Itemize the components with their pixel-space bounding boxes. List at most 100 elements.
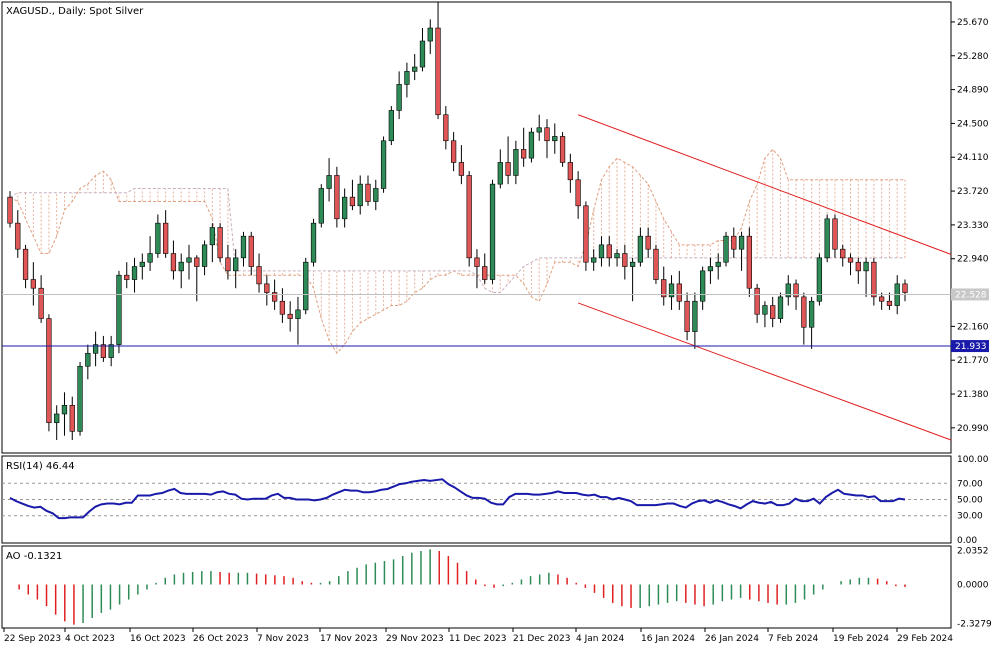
- bull-candle: [513, 149, 519, 176]
- rsi-line: [9, 478, 906, 520]
- price-tick-label: 22.160: [957, 322, 989, 332]
- bear-candle: [521, 149, 527, 159]
- bear-candle: [583, 205, 589, 263]
- ao-panel[interactable]: 2.0352 0.0000 -2.3279 AO -0.1321: [1, 545, 992, 629]
- bear-candle: [482, 266, 488, 280]
- time-tick-label: 7 Nov 2023: [257, 634, 309, 644]
- bear-candle: [170, 253, 177, 272]
- descending-channel[interactable]: [577, 114, 952, 441]
- senkou-span-a: [9, 148, 905, 355]
- bull-candle: [318, 188, 324, 224]
- bull-candle: [808, 300, 815, 328]
- price-tick-label: 24.110: [957, 153, 989, 163]
- senkou-span-b: [9, 187, 905, 294]
- time-tick-label: 29 Nov 2023: [386, 634, 444, 644]
- price-tick-label: 25.280: [957, 52, 989, 62]
- bull-candle: [637, 235, 644, 263]
- bull-candle: [116, 274, 122, 345]
- bull-candle: [723, 235, 729, 263]
- bear-candle: [902, 283, 908, 293]
- rsi-panel[interactable]: 100.00 70.00 50.00 30.00 0.00 RSI(14) 46.44: [1, 455, 989, 546]
- bull-candle: [629, 261, 636, 267]
- bull-candle: [700, 270, 706, 302]
- bull-candle: [404, 71, 410, 85]
- bull-candle: [85, 352, 91, 367]
- rsi-tick-label: 50.00: [957, 496, 983, 506]
- bull-candle: [715, 261, 721, 267]
- bull-candle: [240, 235, 247, 259]
- bear-candle: [505, 162, 511, 176]
- bear-candle: [458, 162, 465, 176]
- bear-candle: [544, 127, 550, 142]
- bull-candle: [614, 253, 620, 259]
- bull-candle: [373, 188, 379, 202]
- bear-candle: [163, 222, 169, 254]
- bear-candle: [349, 196, 356, 207]
- bull-candle: [155, 222, 161, 254]
- bull-candle: [598, 244, 605, 259]
- bear-candle: [7, 196, 13, 224]
- price-tick-label: 21.770: [957, 356, 989, 366]
- channel-upper-line: [577, 114, 952, 255]
- price-chart-title: XAGUSD., Daily: Spot Silver: [6, 6, 144, 17]
- bull-candle: [233, 257, 239, 272]
- time-tick-label: 22 Sep 2023: [4, 634, 61, 644]
- time-tick-label: 4 Jan 2024: [576, 634, 624, 644]
- bear-candle: [46, 318, 52, 423]
- bull-candle: [310, 222, 317, 263]
- bear-candle: [279, 300, 286, 315]
- ao-tick-label: -2.3279: [957, 619, 992, 629]
- price-tick-label: 22.940: [957, 255, 989, 265]
- price-panel[interactable]: 25.670 25.280 24.890 24.500 24.110 23.720 23.3…: [1, 1, 989, 454]
- bear-candle: [271, 292, 278, 302]
- bear-candle: [731, 235, 737, 250]
- bull-candle: [209, 227, 215, 246]
- bear-candle: [886, 300, 893, 306]
- bear-candle: [30, 279, 36, 289]
- bear-candle: [832, 218, 838, 250]
- bear-candle: [567, 162, 573, 181]
- bull-candle: [816, 257, 823, 302]
- bear-candle: [124, 274, 130, 280]
- bear-candle: [879, 296, 885, 302]
- bear-candle: [746, 235, 752, 289]
- bear-candle: [264, 283, 270, 293]
- rsi-tick-label: 30.00: [957, 512, 983, 522]
- bull-candle: [131, 266, 138, 280]
- bull-candle: [178, 261, 184, 272]
- rsi-tick-label: 70.00: [957, 479, 983, 489]
- bear-candle: [256, 266, 262, 285]
- bear-candle: [653, 248, 659, 280]
- ao-indicator: 2.0352 0.0000 -2.3279: [18, 546, 992, 629]
- price-tick-label: 23.720: [957, 187, 989, 197]
- current-price-label: 22.528: [955, 290, 987, 300]
- bull-candle: [108, 344, 114, 358]
- ao-panel-frame: [1, 545, 952, 629]
- bear-candle: [575, 179, 581, 207]
- bull-candle: [863, 261, 869, 272]
- bear-candle: [334, 175, 340, 220]
- bear-candle: [606, 244, 612, 259]
- support-level-tag: [951, 340, 989, 353]
- bull-candle: [380, 140, 387, 189]
- bear-candle: [847, 257, 854, 263]
- bull-candle: [357, 183, 363, 207]
- bull-candle: [342, 196, 348, 220]
- rsi-tick-label: 100.00: [957, 455, 989, 465]
- bull-candle: [77, 365, 83, 432]
- bear-candle: [559, 136, 566, 163]
- ao-title: AO -0.1321: [6, 551, 62, 562]
- bull-candle: [147, 253, 153, 263]
- bull-candle: [139, 261, 145, 267]
- bull-candle: [295, 309, 301, 319]
- bear-candle: [365, 183, 371, 202]
- bear-candle: [840, 248, 846, 259]
- price-tick-label: 20.990: [957, 424, 989, 434]
- bull-candle: [536, 127, 542, 133]
- time-tick-label: 4 Oct 2023: [65, 634, 115, 644]
- bear-candle: [69, 404, 75, 432]
- bear-candle: [793, 283, 799, 298]
- bull-candle: [668, 283, 675, 298]
- bull-candle: [303, 261, 309, 311]
